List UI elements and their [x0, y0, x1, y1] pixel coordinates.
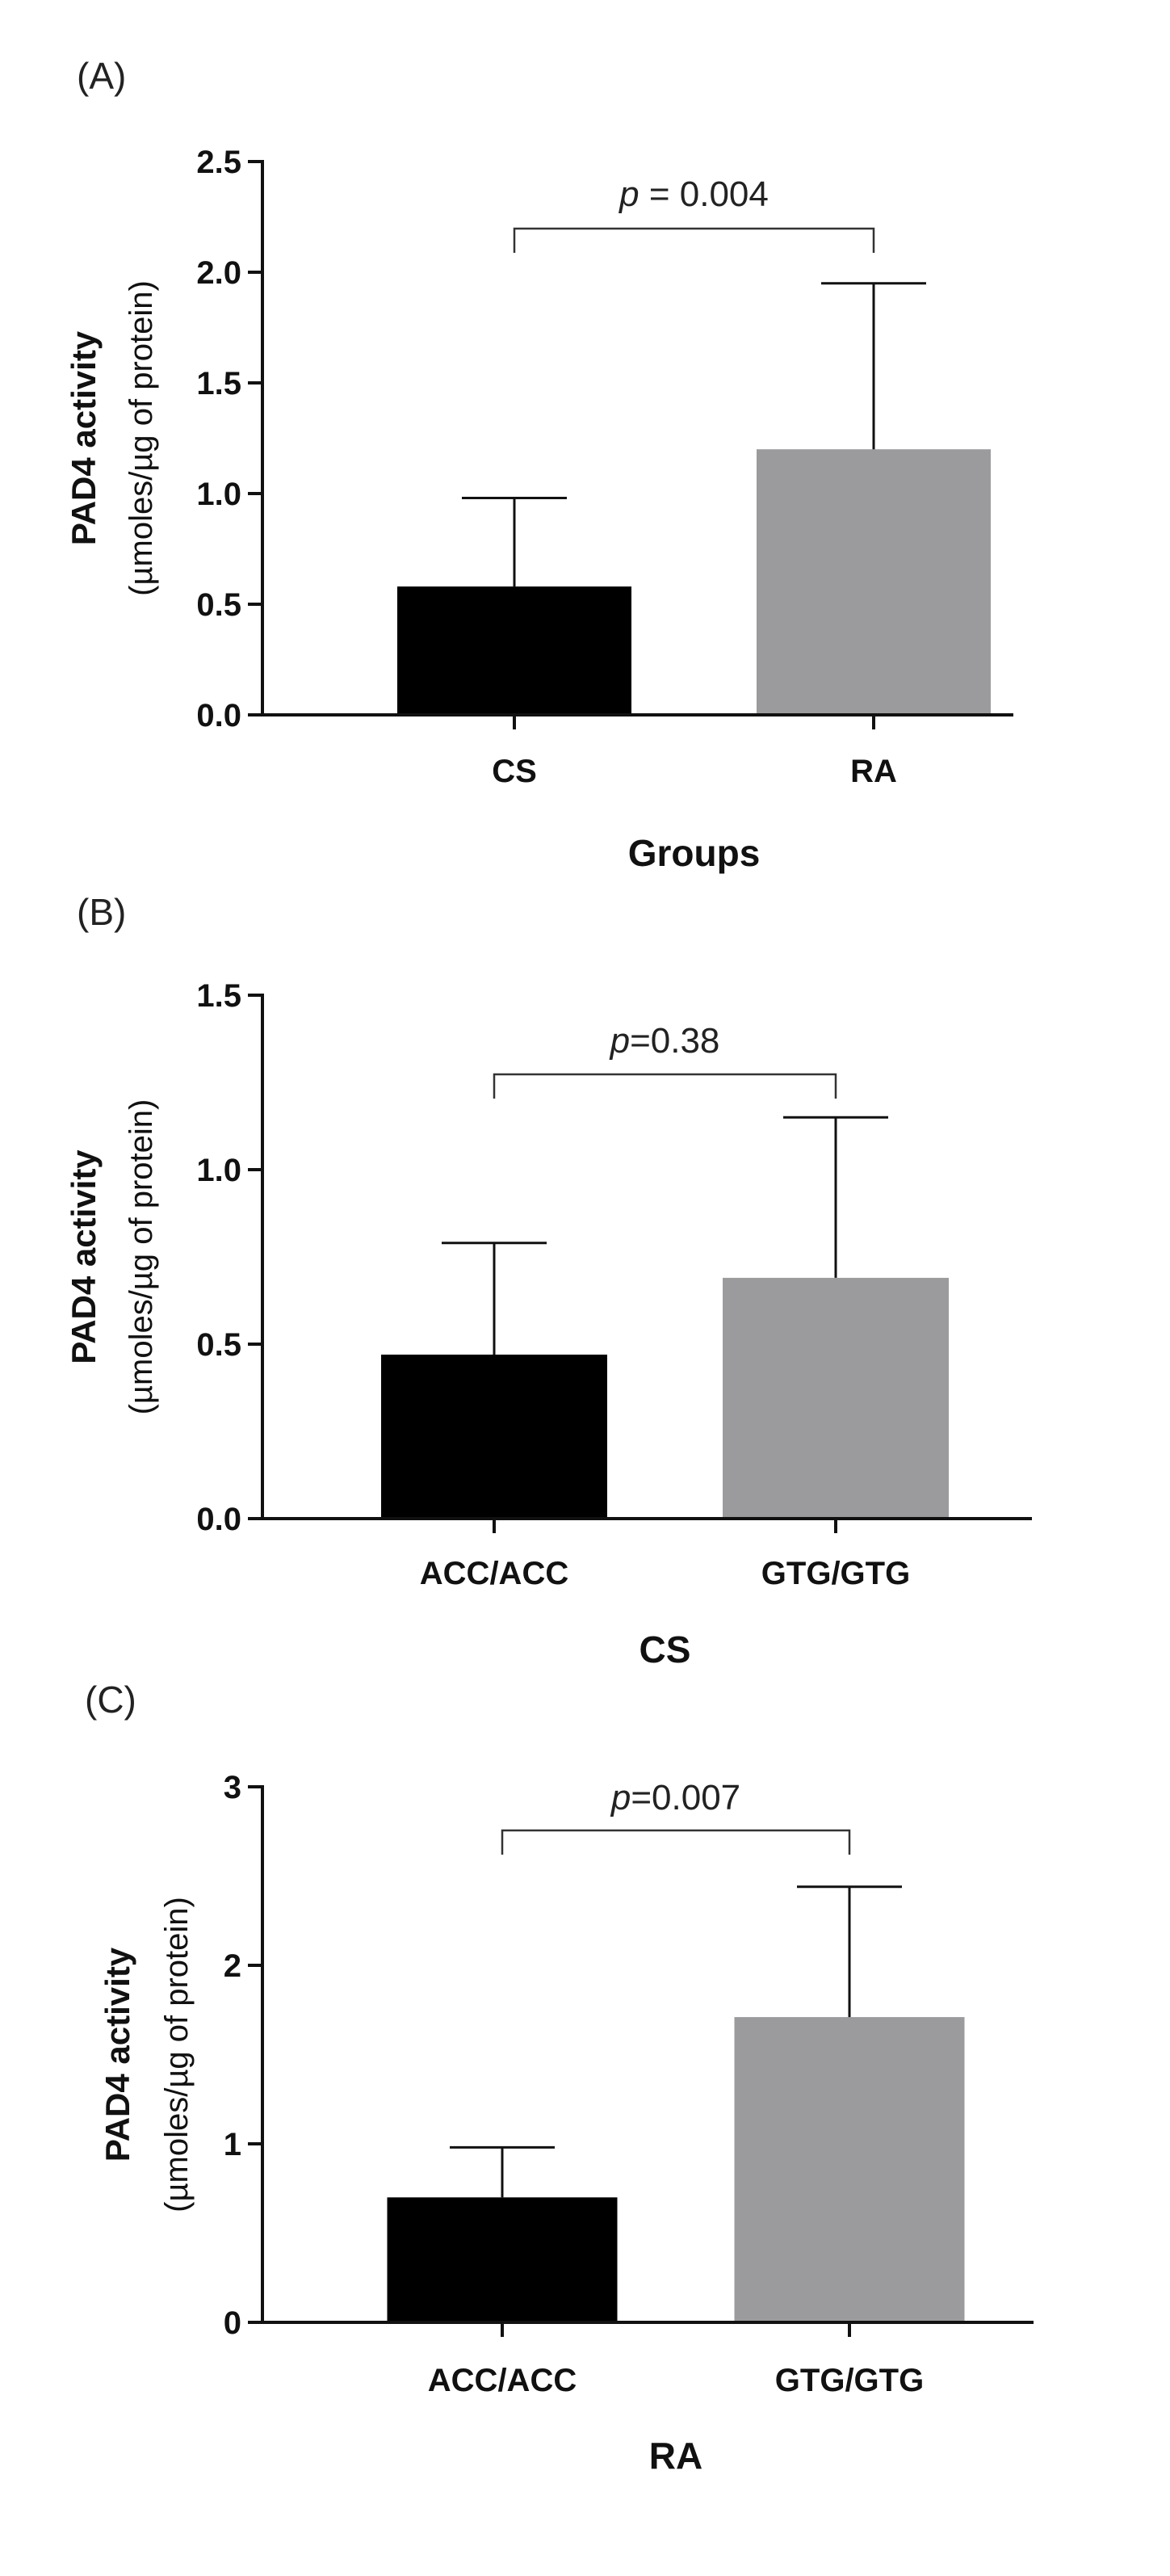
x-axis-title: RA — [649, 2435, 702, 2477]
bar-acc-acc — [381, 1354, 607, 1519]
y-tick-label: 3 — [224, 1770, 241, 1805]
p-value-text: =0.007 — [631, 1778, 740, 1817]
y-tick-label: 1 — [224, 2127, 241, 2162]
chart-panel-b: (B) 0.0 0.5 1.0 1.5 ACC/ACC GTG/GTG CS PAD4 acti… — [65, 891, 1032, 1670]
significance-bracket — [513, 227, 875, 253]
y-axis-title-line1: PAD4 activity — [65, 1149, 103, 1364]
y-tick-label: 2.0 — [196, 255, 241, 291]
x-axis-title: Groups — [628, 832, 761, 874]
significance-bracket — [493, 1073, 837, 1099]
p-value-symbol: p — [618, 174, 639, 214]
y-tick-label: 2 — [224, 1948, 241, 1984]
bar-cs — [397, 586, 631, 715]
p-value-annotation: p=0.007 — [610, 1778, 740, 1817]
p-value-symbol: p — [610, 1778, 631, 1817]
bar-acc-acc — [387, 2197, 618, 2322]
panel-label: (B) — [77, 891, 126, 933]
x-category-label: RA — [850, 754, 897, 789]
x-category-label: ACC/ACC — [428, 2363, 577, 2398]
x-category-label: ACC/ACC — [420, 1556, 568, 1591]
x-axis-title: CS — [640, 1628, 691, 1670]
y-axis-title-line2: (µmoles/µg of protein) — [124, 1099, 159, 1415]
y-tick-label: 0.5 — [196, 1327, 241, 1363]
p-value-annotation: p=0.38 — [609, 1021, 720, 1061]
chart-panel-a: (A) 0.0 0.5 1.0 1.5 2.0 2.5 CS RA Groups PAD4 acti… — [65, 55, 1013, 874]
y-axis-title-line1: PAD4 activity — [99, 1947, 136, 2162]
y-tick-label: 0.5 — [196, 587, 241, 623]
y-tick-label: 1.5 — [196, 978, 241, 1014]
y-tick-label: 1.5 — [196, 366, 241, 401]
x-category-label: GTG/GTG — [775, 2363, 924, 2398]
panel-label: (C) — [85, 1679, 136, 1721]
p-value-text: = 0.004 — [640, 174, 769, 214]
bar-ra — [757, 449, 991, 715]
y-tick-label: 1.0 — [196, 1153, 241, 1188]
x-category-label: CS — [492, 754, 537, 789]
x-category-label: GTG/GTG — [761, 1556, 910, 1591]
y-tick-label: 1.0 — [196, 477, 241, 512]
y-axis-title-line1: PAD4 activity — [65, 330, 103, 545]
p-value-annotation: p = 0.004 — [618, 174, 769, 214]
y-tick-label: 0 — [224, 2305, 241, 2341]
significance-bracket — [501, 1829, 851, 1855]
y-tick-label: 0.0 — [196, 1502, 241, 1537]
y-axis-title-line2: (µmoles/µg of protein) — [124, 280, 159, 596]
bar-gtg-gtg — [723, 1277, 949, 1519]
y-tick-label: 2.5 — [196, 145, 241, 180]
p-value-text: =0.38 — [630, 1021, 719, 1061]
panel-label: (A) — [77, 55, 126, 97]
p-value-symbol: p — [609, 1021, 630, 1061]
y-axis-title-line2: (µmoles/µg of protein) — [159, 1897, 195, 2213]
y-tick-label: 0.0 — [196, 698, 241, 733]
chart-panel-c: (C) 0 1 2 3 ACC/ACC GTG/GTG RA PAD4 activity (µmo… — [85, 1679, 1034, 2477]
bar-gtg-gtg — [734, 2017, 965, 2322]
